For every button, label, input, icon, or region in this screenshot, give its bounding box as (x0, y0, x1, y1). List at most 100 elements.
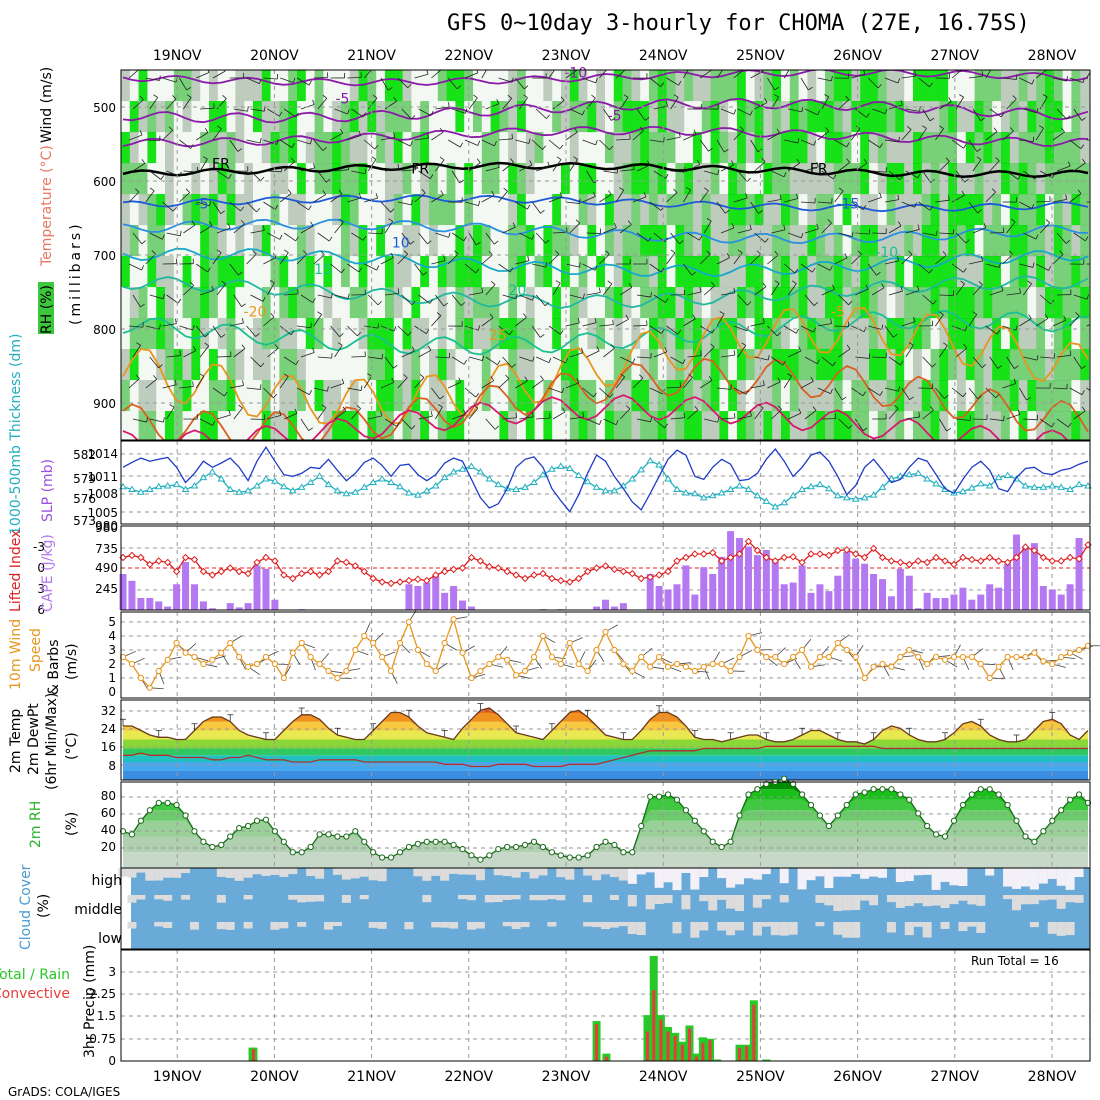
li-line-point (637, 574, 645, 583)
wind-barb-flag (473, 404, 479, 409)
wind-barb-flag (411, 346, 415, 352)
wind-barb (1056, 232, 1067, 244)
rh-cell (1001, 318, 1010, 350)
wind-barb (704, 418, 718, 423)
rh2m-line-point (521, 841, 529, 849)
cape-bar (700, 567, 708, 610)
thickness-line-point (556, 462, 565, 469)
rh-cell (763, 70, 773, 102)
rh-cell (1009, 163, 1019, 195)
rh2m-line-point (718, 843, 725, 851)
wind-barb-flag (279, 111, 283, 117)
cloud-layer-low: low (98, 931, 122, 947)
rh-cell (420, 70, 430, 102)
wind-barb-flag (312, 99, 315, 105)
wind10-line-point (611, 646, 618, 654)
rh-cell (1053, 194, 1063, 226)
date-bottom-21NOV: 21NOV (347, 1069, 396, 1085)
cloud-block (636, 868, 646, 875)
wind10-line-point (816, 653, 824, 661)
rh-cell (165, 256, 174, 288)
wind-barb (1039, 294, 1052, 305)
wind-barb-flag (907, 126, 912, 130)
rh-cell (508, 318, 518, 350)
contour-label: FR (810, 162, 828, 178)
wind-barb-flag (193, 346, 197, 351)
wind-barb (918, 77, 930, 88)
li-line-point (655, 571, 663, 579)
rh-cell (701, 225, 711, 257)
rh-cell (270, 349, 280, 381)
cloud-block (717, 895, 727, 900)
rh-cell (613, 318, 623, 350)
wind-barb (330, 325, 340, 337)
cloud-block (735, 868, 745, 885)
wind-barb-flag (540, 375, 544, 380)
rh-cell (226, 194, 236, 226)
wind10-line-point (825, 653, 832, 661)
wind-barb (183, 97, 192, 110)
rh-cell (772, 318, 782, 350)
wind-barb (250, 418, 265, 420)
cape-bar (1075, 538, 1083, 610)
wind-barb (515, 139, 530, 144)
rh-cell (1027, 380, 1037, 412)
rh-cell (569, 287, 579, 319)
contour-label: FR (411, 162, 429, 178)
rh-cell (138, 380, 148, 412)
rh2m-line-point (280, 838, 287, 845)
cross-section-grid (121, 70, 1090, 440)
wind-barb (821, 96, 830, 110)
date-top-21NOV: 21NOV (347, 48, 396, 64)
wind-barb (347, 135, 361, 141)
wind-barb (666, 325, 679, 335)
wind-barb-flag (560, 96, 565, 101)
rh-cell (473, 380, 482, 412)
wind-barb (552, 356, 566, 364)
wind-barb (704, 170, 718, 176)
rh-cell (147, 287, 157, 319)
wind-barb-flag (561, 387, 565, 393)
thickness-line-point (824, 484, 833, 492)
cloud-block (627, 868, 637, 884)
rh-cell (552, 194, 562, 226)
rh-cell (385, 70, 394, 102)
rh-cell (191, 132, 201, 164)
cloud-block (1056, 895, 1066, 909)
wind-barb (784, 139, 798, 144)
wind-barb (716, 257, 730, 265)
rh-cell (200, 349, 210, 381)
rh-cell (517, 287, 526, 319)
rh2m-line-point (289, 849, 296, 856)
wind-barb-flag (976, 148, 982, 152)
wind-barb-flag (1013, 378, 1017, 384)
thickness-line-point (306, 478, 315, 485)
rh2m-line-point (262, 816, 270, 823)
wind-barb-flag (276, 139, 279, 145)
rh-cell (552, 256, 562, 288)
wind-barb (536, 356, 550, 364)
rh-cell (393, 132, 403, 164)
cape-bar (253, 565, 261, 610)
wind-barb (1006, 221, 1016, 234)
wind-barb (384, 356, 394, 369)
thickness-line-point (297, 483, 306, 490)
wind-barb (229, 385, 244, 389)
pressure-tick-900: 900 (93, 397, 116, 411)
temp2m-legend-3: (6hr Min/Max) (44, 693, 60, 790)
rh-cell (772, 349, 782, 381)
cape-bar (119, 574, 127, 610)
rh-cell (1009, 194, 1019, 226)
wind-barb (200, 290, 214, 296)
rh-cell (675, 225, 685, 257)
rh-cell (851, 132, 861, 164)
rh-cell (305, 163, 315, 195)
wind-barb (867, 263, 877, 276)
rh-cell (261, 101, 271, 133)
wind-barb-flag (411, 300, 416, 306)
cloud-block (502, 895, 512, 900)
rh-cell (842, 411, 852, 440)
rh-cell (1080, 70, 1090, 102)
rh-cell (481, 70, 491, 102)
